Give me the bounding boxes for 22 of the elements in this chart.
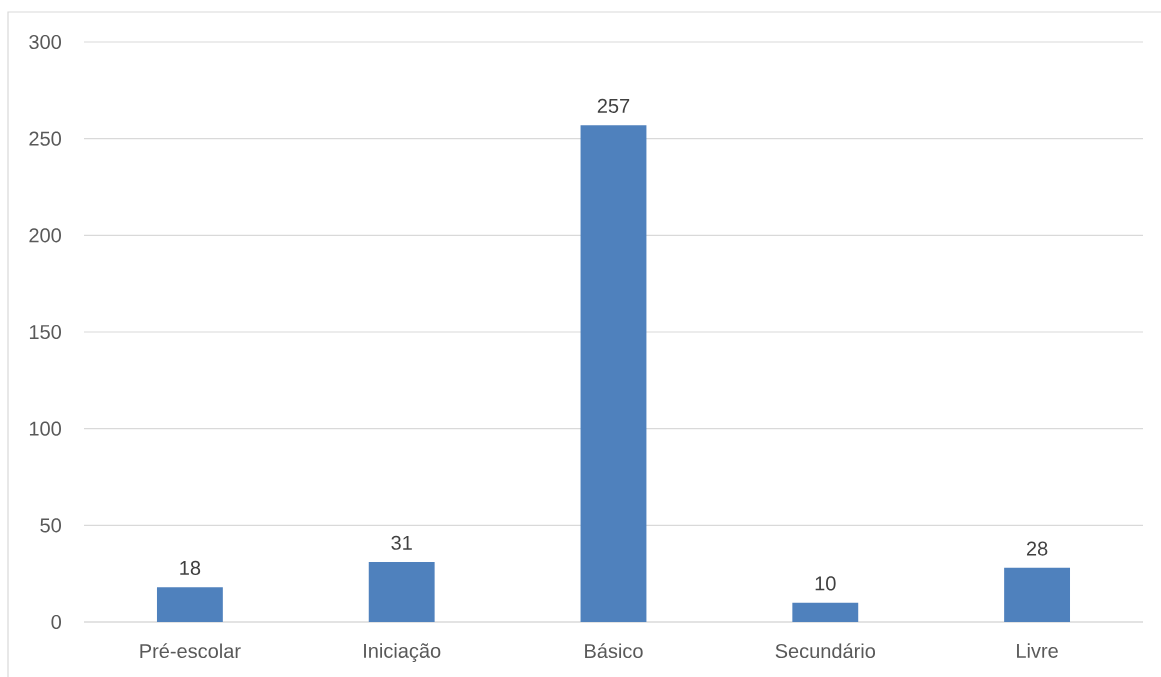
data-label: 18: [180, 560, 201, 575]
y-tick-label: 250: [29, 131, 62, 146]
x-tick-label: Iniciação: [364, 643, 441, 662]
x-tick-label: Secundário: [775, 643, 876, 659]
y-tick-label: 50: [40, 518, 62, 533]
y-tick-label: 200: [29, 228, 62, 243]
y-tick-label: 100: [29, 421, 62, 436]
bar: [580, 125, 647, 622]
bar: [368, 562, 435, 622]
bar: [792, 602, 859, 622]
data-label: 28: [1026, 541, 1048, 556]
x-tick-label: Livre: [1017, 643, 1058, 658]
bar: [1004, 567, 1071, 622]
bar: [156, 587, 223, 622]
x-tick-label: Básico: [585, 643, 643, 659]
data-label: 10: [815, 576, 836, 591]
y-tick-label: 150: [29, 324, 62, 340]
y-tick-label: 300: [29, 34, 62, 50]
data-label: 31: [391, 535, 412, 550]
y-tick-label: 0: [51, 614, 62, 630]
data-label: 257: [597, 98, 630, 113]
x-tick-label: Pré-escolar: [140, 643, 241, 659]
